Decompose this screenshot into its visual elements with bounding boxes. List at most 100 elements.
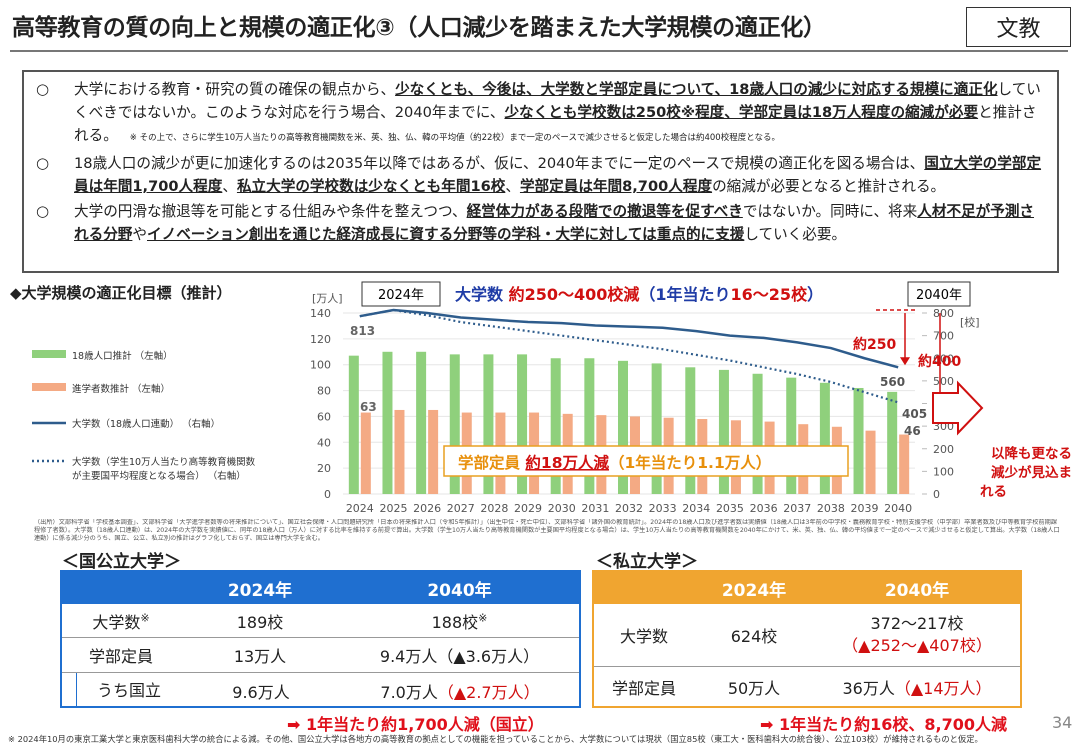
population-bar xyxy=(853,387,864,494)
legend-swatch xyxy=(32,350,66,358)
value-2024: 9.6万人 xyxy=(232,682,290,702)
further-note-line: れる xyxy=(980,484,1007,500)
private-col-2040: 2040年 xyxy=(884,580,950,601)
key-point: ○ 18歳人口の減少が更に加速化するのは2035年以降ではあるが、仮に、2040年… xyxy=(34,152,1047,198)
legend-swatch xyxy=(32,383,66,391)
enrollment-bar xyxy=(360,412,371,494)
capacity-box xyxy=(443,445,849,477)
ministry-tag: 文教 xyxy=(966,7,1071,47)
population-bar xyxy=(786,377,797,494)
national-table: 2024年 2040年 大学数※ 189校 188校※ 学部定員 13万人 9.… xyxy=(60,570,581,708)
right-tick-label: 800 xyxy=(933,307,954,320)
page-number: 34 xyxy=(1052,713,1073,732)
enrollment-bar xyxy=(394,409,405,494)
private-row-universities: 大学数 624校 372～217校 （▲252～▲407校） xyxy=(594,604,1020,667)
x-tick-label: 2026 xyxy=(413,502,441,515)
reduction-label-250: 約250 xyxy=(853,336,896,353)
legend-label: が主要国平均程度となる場合） （右軸） xyxy=(72,470,246,482)
value-label: 46 xyxy=(904,424,921,438)
emphasis-text: ※ xyxy=(680,104,696,121)
title-divider xyxy=(10,50,1068,52)
legend-label: 進学者数推計 （左軸） xyxy=(72,383,170,395)
body-text: ではないか。同時に、将来 xyxy=(742,203,918,220)
value-2040: 9.4万人（▲3.6万人） xyxy=(379,647,540,666)
x-tick-label: 2039 xyxy=(851,502,879,515)
footer-note: ※ 2024年10月の東京工業大学と東京医科歯科大学の統合による減。その他、国公… xyxy=(8,734,983,744)
national-heading: ＜国公立大学＞ xyxy=(62,552,181,572)
source-note: （出所）文部科学省「学校基本調査」、文部科学省「大学進学者数等の将来推計について… xyxy=(34,519,1060,542)
x-tick-label: 2029 xyxy=(514,502,542,515)
x-tick-label: 2033 xyxy=(649,502,677,515)
right-tick-label: 100 xyxy=(933,465,954,478)
right-tick-label: 500 xyxy=(933,375,954,388)
year-end-label: 2040年 xyxy=(916,288,962,303)
trend-arrow-icon xyxy=(932,380,984,436)
value-2024: 50万人 xyxy=(727,679,781,698)
population-bar xyxy=(651,363,662,494)
x-tick-label: 2037 xyxy=(783,502,811,515)
population-bar xyxy=(483,354,494,494)
national-table-header: 2024年 2040年 xyxy=(62,572,579,604)
left-tick-label: 140 xyxy=(310,307,331,320)
bullet-mark: ○ xyxy=(36,80,50,98)
value-label: 405 xyxy=(902,407,927,421)
university-count-dotted-line xyxy=(359,308,899,404)
capacity-label: 学部定員 約18万人減（1年当たり1.1万人） xyxy=(458,453,771,472)
body-text: していく必要。 xyxy=(744,226,847,243)
key-points-box: ○ 大学における教育・研究の質の確保の観点から、少なくとも、今後は、大学数と学部定… xyxy=(22,70,1059,273)
emphasis-text: イノベーション創出を通じた経済成長に資する分野等の学科・大学に対しては重点的に支… xyxy=(147,226,745,243)
body-text: 、 xyxy=(505,178,520,195)
year-start-box xyxy=(361,281,441,307)
x-tick-label: 2036 xyxy=(750,502,778,515)
emphasis-text: 人材不足が予測される分野 xyxy=(74,203,1035,243)
national-row-national-only: うち国立 9.6万人 7.0万人（▲2.7万人） xyxy=(62,673,579,708)
chart-section-heading: ◆大学規模の適正化目標（推計） xyxy=(10,284,232,302)
headline-part: ） xyxy=(807,285,823,304)
private-heading: ＜私立大学＞ xyxy=(596,552,698,572)
university-count-line xyxy=(359,308,899,369)
row-label: 学部定員 xyxy=(88,647,153,666)
emphasis-text: 私立大学の学校数は少なくとも年間16校 xyxy=(236,178,506,195)
population-bar xyxy=(517,354,528,494)
scale-chart: 0204060801001201400100200300400500600700… xyxy=(32,281,1072,515)
private-table-header: 2024年 2040年 xyxy=(594,572,1020,604)
x-tick-label: 2030 xyxy=(548,502,576,515)
private-row-capacity: 学部定員 50万人 36万人（▲14万人） xyxy=(594,667,1020,707)
left-tick-label: 80 xyxy=(317,385,331,398)
page-title: 高等教育の質の向上と規模の適正化③（人口減少を踏まえた大学規模の適正化） xyxy=(12,15,826,41)
enrollment-bar xyxy=(899,434,910,494)
body-text: 、 xyxy=(222,178,237,195)
national-row-capacity: 学部定員 13万人 9.4万人（▲3.6万人） xyxy=(62,638,579,673)
capacity-part: 約18万人減 xyxy=(525,453,609,472)
body-text: と推計される。 xyxy=(74,104,1037,144)
x-tick-label: 2024 xyxy=(346,502,374,515)
body-text: していくべきではないか。このような対応を行う場合、2040年までに、 xyxy=(74,81,1041,121)
left-tick-label: 120 xyxy=(310,333,331,346)
legend-label: 大学数（学生10万人当たり高等教育機関数 xyxy=(72,456,256,468)
right-axis-unit: [校] xyxy=(960,315,980,329)
headline: 大学数 約250～400校減（1年当たり16～25校） xyxy=(455,285,823,304)
population-bar xyxy=(887,391,898,494)
x-tick-label: 2028 xyxy=(480,502,508,515)
private-annual-note: ➡ 1年当たり約16校、8,700人減 xyxy=(760,715,1007,734)
left-tick-label: 100 xyxy=(310,359,331,372)
note-mark: ※ xyxy=(140,611,150,625)
further-note-line: 減少が見込ま xyxy=(991,464,1072,481)
year-start-label: 2024年 xyxy=(378,288,424,303)
x-tick-label: 2032 xyxy=(615,502,643,515)
population-bar xyxy=(416,351,427,494)
value-2024: 13万人 xyxy=(233,647,287,666)
body-text: 大学における教育・研究の質の確保の観点から、 xyxy=(74,81,396,98)
further-decline-note: 以降も更なる減少が見込まれる xyxy=(980,445,1072,500)
enrollment-bar xyxy=(428,409,439,494)
value-label: 63 xyxy=(360,400,377,414)
bullet-mark: ○ xyxy=(36,202,50,220)
right-tick-label: 700 xyxy=(933,330,954,343)
national-col-2024: 2024年 xyxy=(227,580,293,601)
key-point: ○ 大学の円滑な撤退等を可能とする仕組みや条件を整えつつ、経営体力がある段階での撤… xyxy=(34,200,1047,246)
reduction-label-400: 約400 xyxy=(918,353,961,370)
headline-part: （1年当たり xyxy=(639,285,730,304)
population-bar xyxy=(584,358,595,494)
private-table: 2024年 2040年 大学数 624校 372～217校 （▲252～▲407校… xyxy=(592,570,1022,708)
headline-part: 大学数 xyxy=(455,285,509,304)
